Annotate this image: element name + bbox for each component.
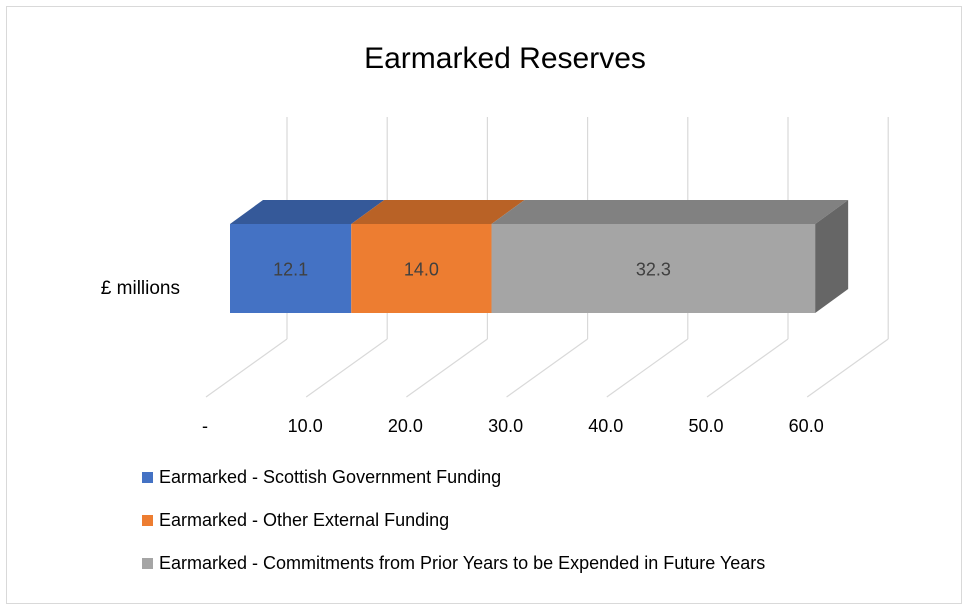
x-axis-ticks: - 10.0 20.0 30.0 40.0 50.0 60.0 xyxy=(202,416,824,436)
gridline-floor xyxy=(205,338,288,398)
chart-frame xyxy=(6,6,962,604)
legend-swatch-blue xyxy=(142,471,153,483)
gridline-floor xyxy=(706,338,789,398)
gridline-floor xyxy=(406,338,488,398)
x-tick-label: 30.0 xyxy=(488,416,523,436)
legend-label: Earmarked - Other External Funding xyxy=(159,509,450,530)
chart-title: Earmarked Reserves xyxy=(364,42,646,75)
bar-earmarked-other-external-funding xyxy=(351,224,492,313)
x-tick-label: 10.0 xyxy=(288,416,323,436)
data-labels: 12.1 14.0 32.3 xyxy=(273,260,671,280)
x-tick-label: 40.0 xyxy=(588,416,623,436)
data-label: 12.1 xyxy=(273,260,308,280)
bar-side-face-earmarked-commitments-from-prior-years-to-be-expended-in-future-years xyxy=(815,200,849,313)
bar-earmarked-commitments-from-prior-years-to-be-expended-in-future-years xyxy=(491,224,816,313)
legend-item-scottish-government-funding: Earmarked - Scottish Government Funding xyxy=(142,466,765,488)
legend: Earmarked - Scottish Government Funding … xyxy=(142,466,765,595)
category-label: £ millions xyxy=(101,278,180,299)
x-tick-label: 50.0 xyxy=(688,416,723,436)
gridline-floor xyxy=(806,338,889,398)
gridline-floor xyxy=(305,338,388,398)
data-label: 14.0 xyxy=(404,260,439,280)
legend-label: Earmarked - Scottish Government Funding xyxy=(159,466,502,487)
legend-item-prior-year-commitments: Earmarked - Commitments from Prior Years… xyxy=(142,552,765,574)
legend-label: Earmarked - Commitments from Prior Years… xyxy=(159,552,766,573)
bar-top-face-earmarked-other-external-funding xyxy=(351,200,525,224)
x-tick-label: 60.0 xyxy=(789,416,824,436)
gridline-floor xyxy=(506,338,588,398)
data-label: 32.3 xyxy=(636,260,671,280)
legend-swatch-gray xyxy=(142,557,153,569)
bar-top-face-earmarked-commitments-from-prior-years-to-be-expended-in-future-years xyxy=(491,200,849,224)
legend-swatch-orange xyxy=(142,514,153,526)
bar-group xyxy=(230,200,849,313)
legend-item-other-external-funding: Earmarked - Other External Funding xyxy=(142,509,765,531)
gridline-floor xyxy=(606,338,689,398)
bar-earmarked-scottish-government-funding xyxy=(230,224,352,313)
x-tick-label: 20.0 xyxy=(388,416,423,436)
x-tick-label: - xyxy=(202,416,208,436)
bar-top-face-earmarked-scottish-government-funding xyxy=(230,200,385,224)
